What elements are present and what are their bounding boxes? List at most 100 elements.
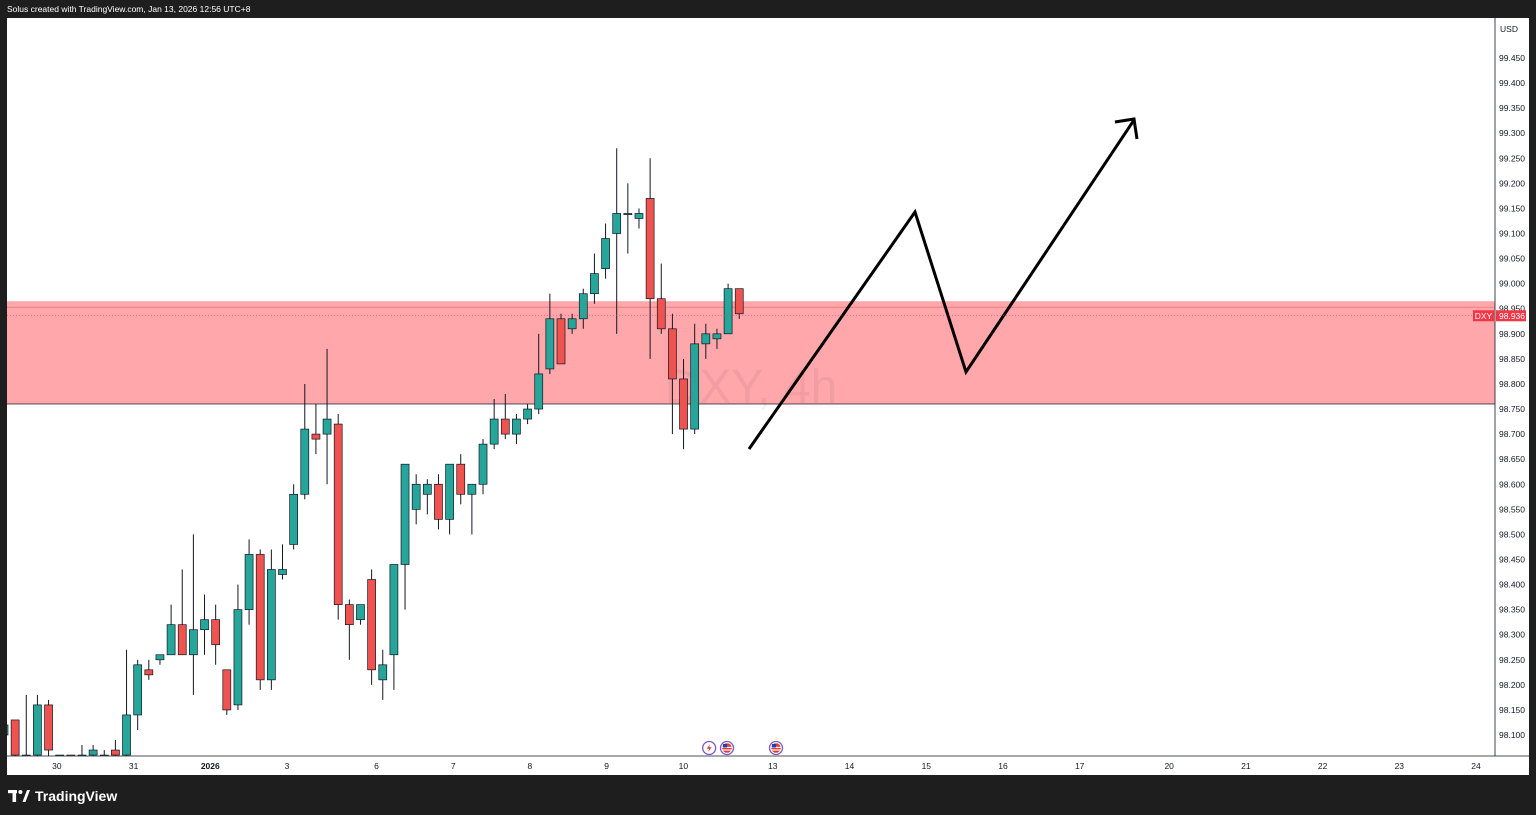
x-tick-label: 14 <box>845 761 855 771</box>
flag-canton <box>722 744 727 748</box>
candle <box>389 564 399 690</box>
symbol-tag <box>1473 310 1494 322</box>
x-tick-label: 20 <box>1164 761 1174 771</box>
candle <box>545 293 555 374</box>
candle-body <box>590 273 599 295</box>
price-axis[interactable] <box>1495 18 1529 775</box>
candle <box>645 158 655 359</box>
candle-body <box>222 669 232 711</box>
candle-body <box>233 609 243 706</box>
candle <box>44 699 53 761</box>
candle-body <box>267 569 276 681</box>
y-tick-label: 98.800 <box>1499 379 1525 389</box>
candle-body <box>378 664 388 681</box>
y-tick-label: 98.300 <box>1499 630 1525 640</box>
arrow-head-icon <box>1114 117 1139 140</box>
tradingview-logo[interactable]: TradingView <box>8 788 117 804</box>
candle <box>255 549 265 690</box>
candle <box>467 483 477 535</box>
candle-body <box>556 318 566 365</box>
candle-body <box>389 564 399 656</box>
candle-body <box>422 483 432 495</box>
y-tick-label: 99.100 <box>1499 229 1525 239</box>
resistance-zone[interactable] <box>7 301 1495 405</box>
y-tick-label: 98.700 <box>1499 429 1525 439</box>
candle <box>623 183 633 254</box>
candle-body <box>367 579 376 671</box>
candle-body <box>690 343 700 430</box>
candle <box>356 604 365 625</box>
candle-body <box>634 213 644 219</box>
y-tick-label: 98.750 <box>1499 404 1525 414</box>
x-tick-label: 22 <box>1318 761 1328 771</box>
candle <box>734 288 744 319</box>
candle <box>534 333 544 415</box>
candle <box>578 288 588 329</box>
y-tick-label: 98.500 <box>1499 529 1525 539</box>
candle <box>456 454 466 505</box>
y-tick-label: 99.300 <box>1499 128 1525 138</box>
candle <box>656 263 666 334</box>
candle-body <box>656 298 666 330</box>
candle <box>601 223 610 279</box>
x-tick-label: 3 <box>285 761 290 771</box>
candle <box>10 719 20 761</box>
candle-body <box>478 443 488 485</box>
y-tick-label: 98.450 <box>1499 554 1525 564</box>
y-tick-label: 98.100 <box>1499 730 1525 740</box>
x-tick-label: 15 <box>922 761 932 771</box>
candle <box>344 599 354 660</box>
candle <box>189 534 198 695</box>
candle-body <box>88 749 98 756</box>
candle <box>222 669 232 715</box>
candle <box>400 463 410 610</box>
us-flag-icon[interactable] <box>768 740 784 756</box>
candle-body <box>289 493 298 545</box>
candle <box>679 358 688 450</box>
lightning-event-icon[interactable] <box>702 740 717 756</box>
candle-body <box>166 624 176 656</box>
y-tick-label: 99.000 <box>1499 279 1525 289</box>
y-tick-label: 99.250 <box>1499 153 1525 163</box>
us-flag-icon[interactable] <box>719 740 735 756</box>
y-tick-label: 98.950 <box>1499 304 1525 314</box>
y-tick-label: 98.600 <box>1499 479 1525 489</box>
candle <box>233 584 243 710</box>
candle <box>489 399 499 450</box>
snapshot-caption: Solus created with TradingView.com, Jan … <box>7 4 251 14</box>
candle <box>300 383 310 500</box>
last-price-value: 98.936 <box>1499 311 1525 321</box>
y-tick-label: 99.050 <box>1499 254 1525 264</box>
candle-body <box>111 749 120 756</box>
candle <box>701 323 711 359</box>
candle <box>723 283 733 335</box>
candle-body <box>668 328 677 380</box>
candle-body <box>10 719 20 756</box>
projection-arrow-path[interactable] <box>747 119 1136 450</box>
candle <box>712 328 722 349</box>
symbol-tag-label: DXY <box>1475 311 1493 321</box>
candle <box>411 474 421 525</box>
candle-body <box>701 333 711 345</box>
y-tick-label: 98.550 <box>1499 504 1525 514</box>
candle-body <box>601 238 610 269</box>
flag-stripe <box>722 749 732 751</box>
candle <box>478 439 488 495</box>
candle-body <box>712 333 722 340</box>
candle <box>422 479 432 515</box>
y-tick-label: 99.350 <box>1499 103 1525 113</box>
candle <box>512 414 521 445</box>
candle-body <box>356 604 365 621</box>
time-axis[interactable] <box>7 756 1529 775</box>
candle-body <box>255 554 265 681</box>
candle <box>200 594 209 655</box>
flag-stripe <box>771 749 781 751</box>
candle-body <box>122 714 131 756</box>
price-chart[interactable]: DXY, 4h USD99.45099.40099.35099.30099.25… <box>7 18 1529 775</box>
candle-body <box>500 418 510 435</box>
chart-frame[interactable]: DXY, 4h USD 99.450 99.400 99.350 99.300 99.25… <box>7 18 1529 775</box>
candle <box>155 654 165 665</box>
y-tick-label: 99.450 <box>1499 53 1525 63</box>
candle-body <box>333 423 343 605</box>
candle-body <box>144 669 154 676</box>
